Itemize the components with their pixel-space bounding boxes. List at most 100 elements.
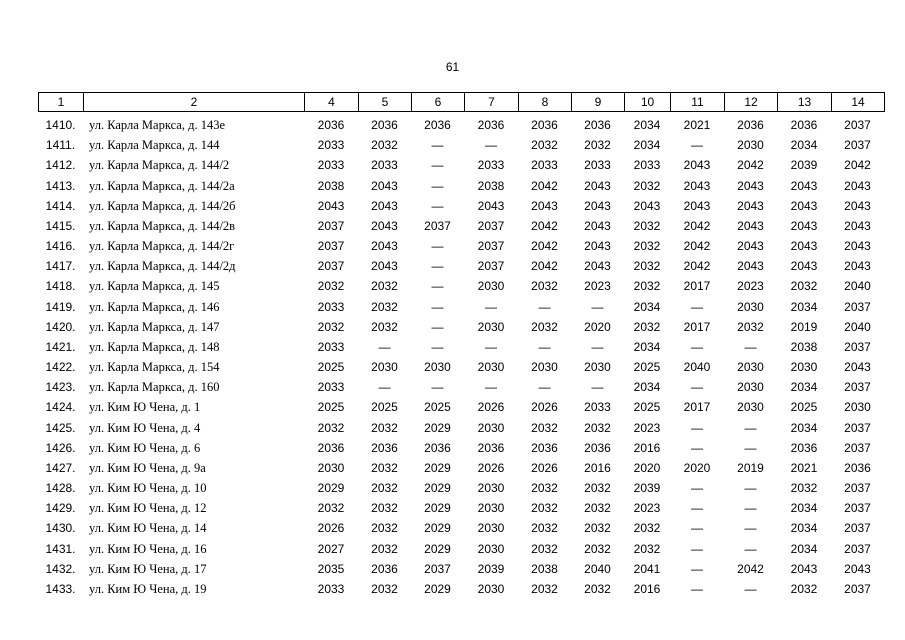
year-cell: 2042 bbox=[737, 561, 764, 576]
row-number: 1416. bbox=[45, 239, 76, 254]
year-cell: 2043 bbox=[371, 198, 398, 213]
year-cell: 2043 bbox=[584, 198, 611, 213]
year-cell: 2029 bbox=[424, 460, 451, 475]
year-cell: 2033 bbox=[633, 158, 661, 173]
year-cell: 2032 bbox=[531, 481, 558, 496]
header-cell: 2 bbox=[83, 92, 305, 112]
year-cell: 2036 bbox=[531, 440, 558, 455]
year-cell: 2034 bbox=[633, 118, 661, 132]
year-cell: 2029 bbox=[424, 521, 451, 536]
year-cell: 2037 bbox=[317, 239, 345, 254]
year-cell: 2032 bbox=[371, 279, 398, 294]
year-cell: 2043 bbox=[790, 239, 818, 254]
row-number: 1424. bbox=[45, 400, 76, 415]
year-cell: 2017 bbox=[683, 400, 711, 415]
year-cell: 2036 bbox=[790, 440, 818, 455]
year-cell: — bbox=[431, 279, 444, 294]
year-cell: 2036 bbox=[317, 440, 345, 455]
year-cell: 2016 bbox=[633, 440, 661, 455]
year-cell: 2019 bbox=[790, 319, 818, 334]
header-cell: 9 bbox=[571, 92, 625, 112]
address: ул. Ким Ю Чена, д. 14 bbox=[89, 521, 207, 536]
year-cell: 2038 bbox=[317, 178, 345, 193]
year-cell: — bbox=[691, 501, 703, 516]
year-cell: 2036 bbox=[424, 118, 451, 132]
year-cell: — bbox=[691, 380, 703, 395]
year-cell: 2042 bbox=[683, 218, 711, 233]
year-cell: 2043 bbox=[683, 158, 711, 173]
header-cell: 12 bbox=[724, 92, 778, 112]
year-cell: 2030 bbox=[424, 360, 451, 375]
year-cell: 2033 bbox=[584, 158, 611, 173]
year-cell: 2036 bbox=[584, 118, 611, 132]
year-cell: 2025 bbox=[317, 400, 345, 415]
year-cell: — bbox=[591, 380, 604, 395]
year-cell: 2042 bbox=[683, 259, 711, 274]
year-cell: 2032 bbox=[633, 541, 661, 556]
year-cell: 2017 bbox=[683, 279, 711, 294]
year-cell: 2032 bbox=[371, 501, 398, 516]
year-cell: 2030 bbox=[737, 138, 764, 153]
year-cell: 2029 bbox=[424, 581, 451, 596]
year-cell: 2029 bbox=[424, 481, 451, 496]
year-cell: 2032 bbox=[633, 259, 661, 274]
year-cell: 2029 bbox=[424, 420, 451, 435]
year-cell: 2037 bbox=[844, 521, 871, 536]
row-number: 1415. bbox=[45, 218, 76, 233]
year-cell: 2032 bbox=[633, 279, 661, 294]
year-cell: 2040 bbox=[844, 319, 871, 334]
year-cell: 2036 bbox=[584, 440, 611, 455]
year-cell: — bbox=[691, 581, 703, 596]
address: ул. Карла Маркса, д. 144/2б bbox=[89, 198, 236, 213]
address: ул. Карла Маркса, д. 144/2в bbox=[89, 218, 236, 233]
year-cell: 2030 bbox=[737, 360, 764, 375]
year-cell: 2025 bbox=[633, 400, 661, 415]
year-cell: — bbox=[744, 420, 757, 435]
year-cell: 2032 bbox=[584, 501, 611, 516]
header-cell: 8 bbox=[518, 92, 572, 112]
year-cell: 2030 bbox=[371, 360, 398, 375]
year-cell: — bbox=[744, 521, 757, 536]
address: ул. Карла Маркса, д. 160 bbox=[89, 380, 220, 395]
year-cell: 2043 bbox=[844, 198, 871, 213]
row-number: 1418. bbox=[45, 279, 76, 294]
year-cell: 2033 bbox=[317, 158, 345, 173]
year-cell: 2043 bbox=[633, 198, 661, 213]
year-cell: 2042 bbox=[531, 259, 558, 274]
row-number: 1411. bbox=[45, 138, 76, 153]
year-cell: 2034 bbox=[790, 420, 818, 435]
year-cell: 2032 bbox=[633, 239, 661, 254]
year-cell: 2042 bbox=[531, 239, 558, 254]
year-cell: — bbox=[691, 561, 703, 576]
year-cell: 2037 bbox=[844, 420, 871, 435]
row-number: 1413. bbox=[45, 178, 76, 193]
year-cell: 2030 bbox=[477, 481, 505, 496]
year-cell: 2033 bbox=[477, 158, 505, 173]
year-cell: 2043 bbox=[790, 561, 818, 576]
year-cell: 2030 bbox=[477, 319, 505, 334]
address: ул. Ким Ю Чена, д. 9а bbox=[89, 460, 206, 475]
row-number: 1425. bbox=[45, 420, 76, 435]
year-cell: 2036 bbox=[477, 440, 505, 455]
year-cell: 2042 bbox=[844, 158, 871, 173]
year-cell: 2032 bbox=[584, 138, 611, 153]
year-cell: 2037 bbox=[844, 541, 871, 556]
year-cell: — bbox=[431, 319, 444, 334]
address: ул. Карла Маркса, д. 145 bbox=[89, 279, 220, 294]
year-cell: 2021 bbox=[790, 460, 818, 475]
year-cell: 2025 bbox=[317, 360, 345, 375]
year-cell: 2042 bbox=[531, 218, 558, 233]
year-cell: 2032 bbox=[584, 420, 611, 435]
year-cell: 2030 bbox=[477, 541, 505, 556]
year-cell: 2034 bbox=[633, 380, 661, 395]
page-number: 61 bbox=[445, 60, 460, 74]
year-cell: 2032 bbox=[584, 581, 611, 596]
year-cell: — bbox=[485, 380, 497, 395]
year-cell: 2021 bbox=[683, 118, 711, 132]
year-cell: 2016 bbox=[633, 581, 661, 596]
year-cell: 2032 bbox=[790, 279, 818, 294]
year-cell: — bbox=[744, 440, 757, 455]
address: ул. Карла Маркса, д. 146 bbox=[89, 299, 220, 314]
year-cell: — bbox=[538, 339, 551, 354]
year-cell: 2019 bbox=[737, 460, 764, 475]
